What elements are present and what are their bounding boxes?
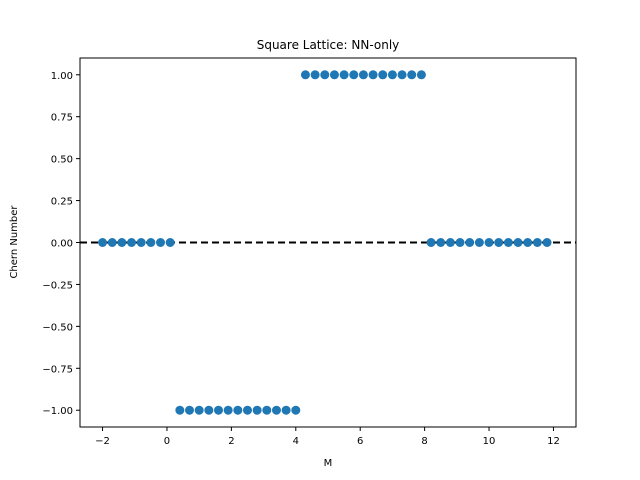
y-tick-label: 1.00 [51,71,73,82]
data-point [455,238,465,247]
data-point [127,238,137,247]
data-point [339,70,349,80]
x-tick-label: −2 [95,436,110,447]
data-point [445,238,455,247]
x-axis-label: M [324,458,333,469]
data-point [233,405,243,415]
data-point [185,405,195,415]
y-tick-label: 0.75 [51,113,73,124]
data-point [300,70,310,80]
data-point [204,405,214,415]
data-point [320,70,330,80]
y-tick-label: −1.00 [42,406,73,417]
y-tick-label: −0.50 [42,322,73,333]
y-tick-label: −0.25 [42,280,73,291]
data-point [146,238,156,247]
data-point [523,238,533,247]
data-point [368,70,378,80]
data-point [107,238,117,247]
data-point [329,70,339,80]
data-point [542,238,552,247]
x-tick-label: 2 [228,436,234,447]
data-point [532,238,542,247]
x-tick-label: 8 [421,436,427,447]
data-point [281,405,291,415]
data-point [416,70,426,80]
data-point [136,238,146,247]
data-point [156,238,166,247]
data-point [242,405,252,415]
y-tick-label: −0.75 [42,364,73,375]
x-tick-label: 10 [483,436,496,447]
data-point [494,238,504,247]
data-point [387,70,397,80]
data-point [474,238,484,247]
x-tick-label: 0 [164,436,170,447]
data-point [165,238,175,247]
data-point [484,238,494,247]
data-point [310,70,320,80]
plot-area: −2 0 2 4 6 8 10 12 −1.00 −0.75 −0.50 −0.25 0.00 0.25 0… [42,57,577,447]
data-point [503,238,513,247]
y-tick-label: 0.00 [51,239,73,250]
data-point [349,70,359,80]
data-point [262,405,272,415]
data-point [98,238,108,247]
data-point [426,238,436,247]
data-point [252,405,262,415]
data-point [117,238,127,247]
data-point [513,238,523,247]
data-point [358,70,368,80]
chart-title: Square Lattice: NN-only [257,38,400,52]
data-point [436,238,446,247]
x-tick-label: 4 [293,436,299,447]
data-point [397,70,407,80]
data-point [378,70,388,80]
x-tick-label: 6 [357,436,363,447]
data-point [194,405,204,415]
x-tick-label: 12 [547,436,560,447]
data-point [407,70,417,80]
data-point [271,405,281,415]
y-axis-label: Chern Number [9,205,20,279]
data-point [175,405,185,415]
data-point [465,238,475,247]
data-point [291,405,301,415]
data-point [213,405,223,415]
y-tick-label: 0.50 [51,155,73,166]
data-point [223,405,233,415]
y-tick-label: 0.25 [51,197,73,208]
